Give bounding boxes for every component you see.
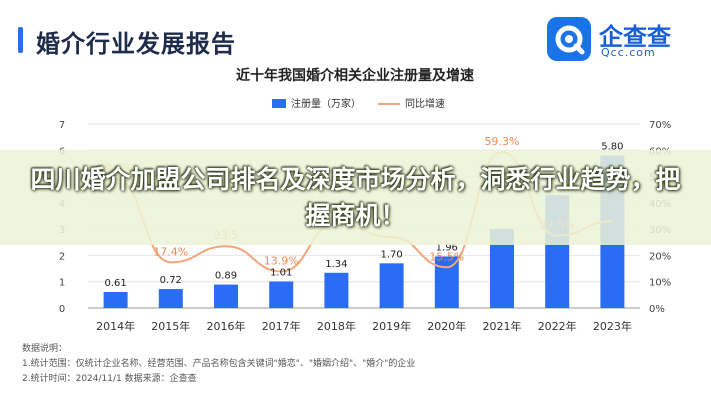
- chart-legend: 注册量（万家） 同比增速: [272, 97, 445, 110]
- chart-title: 近十年我国婚介相关企业注册量及增速: [236, 67, 474, 84]
- legend-line-label: 同比增速: [405, 97, 445, 110]
- bar-value-label: 5.80: [601, 142, 623, 153]
- bar-value-label: 0.72: [160, 275, 182, 286]
- notes-line-2: 2.统计时间：2024/11/1 数据来源：企查查: [22, 374, 197, 384]
- bar-value-label: 1.70: [380, 249, 402, 260]
- headline-text: 四川婚介加盟公司排名及深度市场分析，洞悉行业趋势，把握商机！: [30, 164, 681, 230]
- right-tick-label: 0%: [649, 304, 665, 315]
- x-tick-label: 2023年: [593, 319, 632, 333]
- qcc-logo-icon: [547, 17, 591, 61]
- bar: [214, 284, 238, 308]
- headline-banner: 四川婚介加盟公司排名及深度市场分析，洞悉行业趋势，把握商机！: [0, 150, 711, 245]
- logo-name: 企查查: [599, 23, 671, 51]
- left-tick-label: 7: [59, 120, 65, 131]
- bar-value-label: 1.96: [436, 242, 458, 253]
- left-tick-label: 0: [59, 304, 65, 315]
- x-tick-label: 2022年: [538, 319, 577, 333]
- x-tick-label: 2020年: [427, 319, 466, 333]
- right-tick-label: 20%: [649, 251, 671, 262]
- x-axis-ticks: 2014年 2015年 2016年 2017年 2018年 2019年 2020年 2021年…: [96, 319, 632, 333]
- x-tick-label: 2019年: [372, 319, 411, 333]
- bar: [324, 272, 349, 308]
- bar: [158, 289, 183, 308]
- legend-bar-label: 注册量（万家）: [291, 97, 361, 110]
- left-tick-label: 1: [59, 278, 65, 289]
- bar-value-label: 0.89: [215, 271, 237, 282]
- x-tick-label: 2014年: [96, 319, 135, 333]
- left-tick-label: 2: [59, 251, 65, 262]
- right-tick-label: 10%: [649, 278, 671, 289]
- data-notes: 数据说明： 1.统计范围：仅统计企业名称、经营范围、产品名称包含关键词"婚恋"、…: [22, 342, 415, 387]
- bar-value-label: 1.01: [270, 267, 292, 278]
- bar: [379, 263, 404, 308]
- x-tick-label: 2018年: [317, 319, 356, 333]
- bar-labels: 0.61 0.72 0.89 1.01 1.34 1.70 1.96 5.80: [104, 142, 623, 289]
- bar: [103, 291, 128, 308]
- logo-domain: Qcc.com: [601, 46, 656, 59]
- line-value-label: 59.3%: [485, 135, 520, 148]
- x-tick-label: 2016年: [207, 319, 246, 333]
- line-value-label: 15.5%: [429, 250, 464, 263]
- line-value-label: 13.9%: [264, 254, 299, 267]
- line-value-label: 17.4%: [153, 245, 188, 258]
- notes-line-1: 1.统计范围：仅统计企业名称、经营范围、产品名称包含关键词"婚恋"、"婚姻介绍"…: [22, 359, 416, 369]
- bar: [434, 256, 459, 308]
- notes-heading: 数据说明：: [22, 344, 68, 354]
- x-tick-label: 2017年: [262, 319, 301, 333]
- legend-bar-swatch: [272, 99, 286, 108]
- page-title: 婚介行业发展报告: [36, 30, 236, 58]
- right-tick-label: 70%: [649, 120, 671, 131]
- bar-value-label: 0.61: [104, 278, 126, 289]
- header-accent-bar: [18, 27, 23, 53]
- bar: [269, 281, 294, 308]
- x-tick-label: 2015年: [151, 319, 190, 333]
- x-tick-label: 2021年: [483, 319, 522, 333]
- bar-value-label: 1.34: [325, 259, 347, 270]
